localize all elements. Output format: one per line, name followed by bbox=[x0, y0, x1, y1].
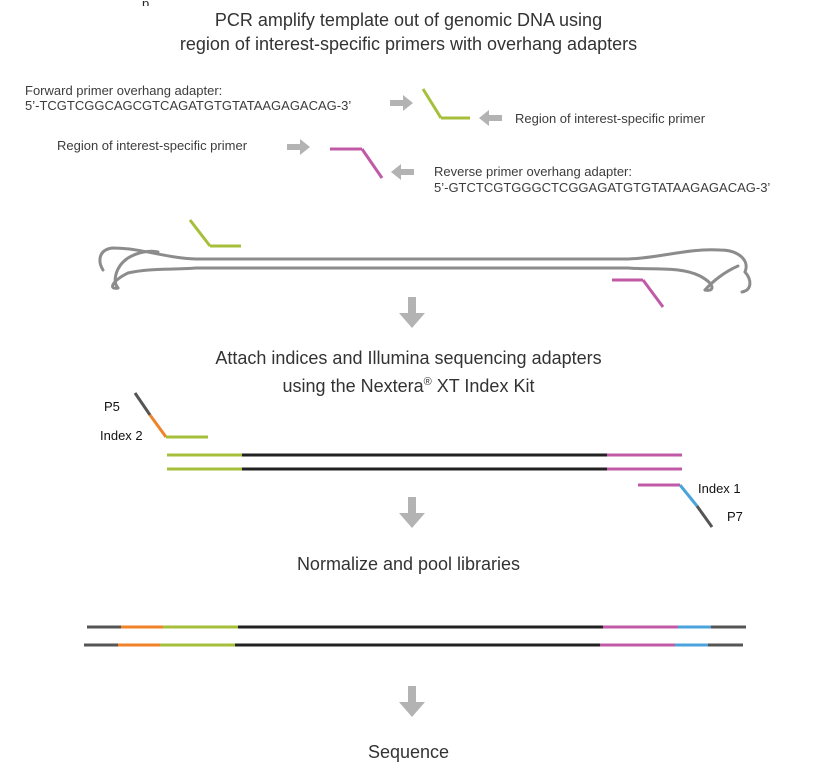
step-arrow-2-icon bbox=[399, 497, 425, 528]
index2-label: Index 2 bbox=[100, 428, 143, 443]
step-arrow-1-icon bbox=[399, 297, 425, 328]
region-primer-arrow-left-icon bbox=[479, 110, 502, 126]
bound-reverse-primer bbox=[612, 278, 665, 308]
index1-adapter-primer bbox=[638, 483, 714, 528]
forward-primer-arrow-icon bbox=[390, 95, 413, 111]
forward-primer bbox=[421, 88, 470, 120]
forward-adapter-sequence: 5’-TCGTCGGCAGCGTCAGATGTGTATAAGAGACAG-3’ bbox=[25, 98, 352, 113]
cropped-text-fragment: p bbox=[142, 0, 150, 6]
step4-title: Sequence bbox=[367, 742, 450, 762]
step1-title-line1: PCR amplify template out of genomic DNA … bbox=[214, 10, 603, 30]
reverse-adapter-arrow-left-icon bbox=[391, 164, 414, 180]
step-arrow-3-icon bbox=[399, 686, 425, 717]
genomic-dna bbox=[98, 246, 752, 294]
index2-adapter-primer bbox=[133, 392, 208, 439]
reverse-region-primer-label: Region of interest-specific primer bbox=[57, 138, 248, 153]
forward-region-primer-label: Region of interest-specific primer bbox=[515, 111, 706, 126]
forward-adapter-title: Forward primer overhang adapter: bbox=[25, 83, 223, 98]
reverse-region-primer-arrow-icon bbox=[287, 139, 310, 155]
step3-title: Normalize and pool libraries bbox=[296, 554, 521, 574]
reverse-adapter-title: Reverse primer overhang adapter: bbox=[434, 164, 632, 179]
p5-label: P5 bbox=[104, 399, 120, 414]
step2-title-line2: using the Nextera® XT Index Kit bbox=[282, 376, 535, 396]
reverse-adapter-sequence: 5’-GTCTCGTGGGCTCGGAGATGTGTATAAGAGACAG-3’ bbox=[434, 180, 771, 195]
p7-label: P7 bbox=[727, 509, 743, 524]
step2-title-line1: Attach indices and Illumina sequencing a… bbox=[215, 348, 602, 368]
step1-title-line2: region of interest-specific primers with… bbox=[179, 34, 638, 54]
index1-label: Index 1 bbox=[698, 481, 741, 496]
bound-forward-primer bbox=[188, 219, 241, 248]
reverse-primer bbox=[330, 147, 384, 179]
